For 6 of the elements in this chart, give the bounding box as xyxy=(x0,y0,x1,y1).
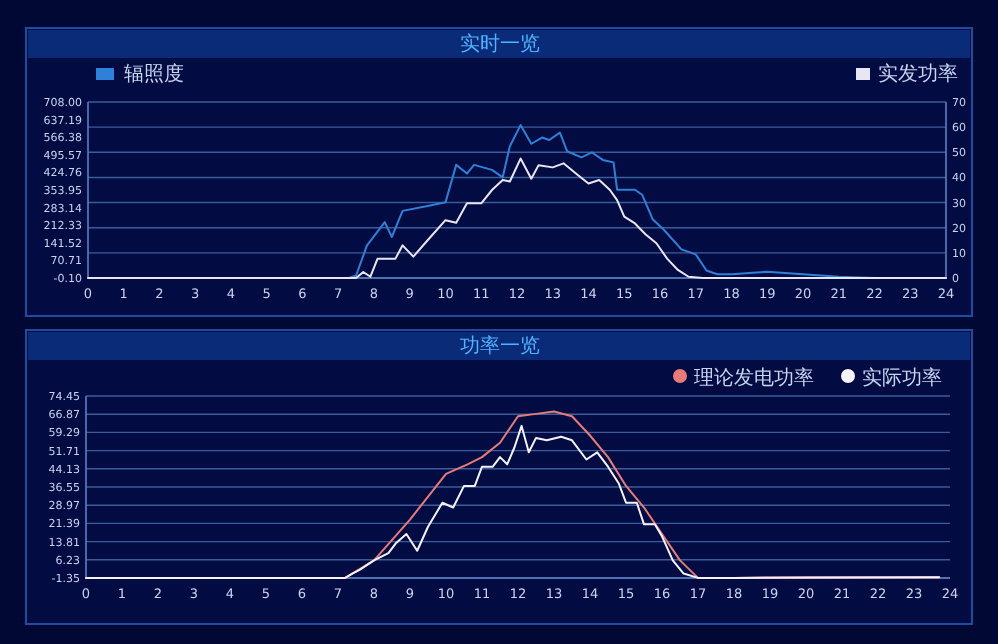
chart-title: 实时一览 xyxy=(460,32,540,56)
chart-title: 功率一览 xyxy=(460,334,540,358)
legend-label: 实际功率 xyxy=(862,366,942,390)
legend-label: 理论发电功率 xyxy=(694,366,814,390)
legend-label: 实发功率 xyxy=(878,62,958,86)
legend-label: 辐照度 xyxy=(124,62,184,86)
